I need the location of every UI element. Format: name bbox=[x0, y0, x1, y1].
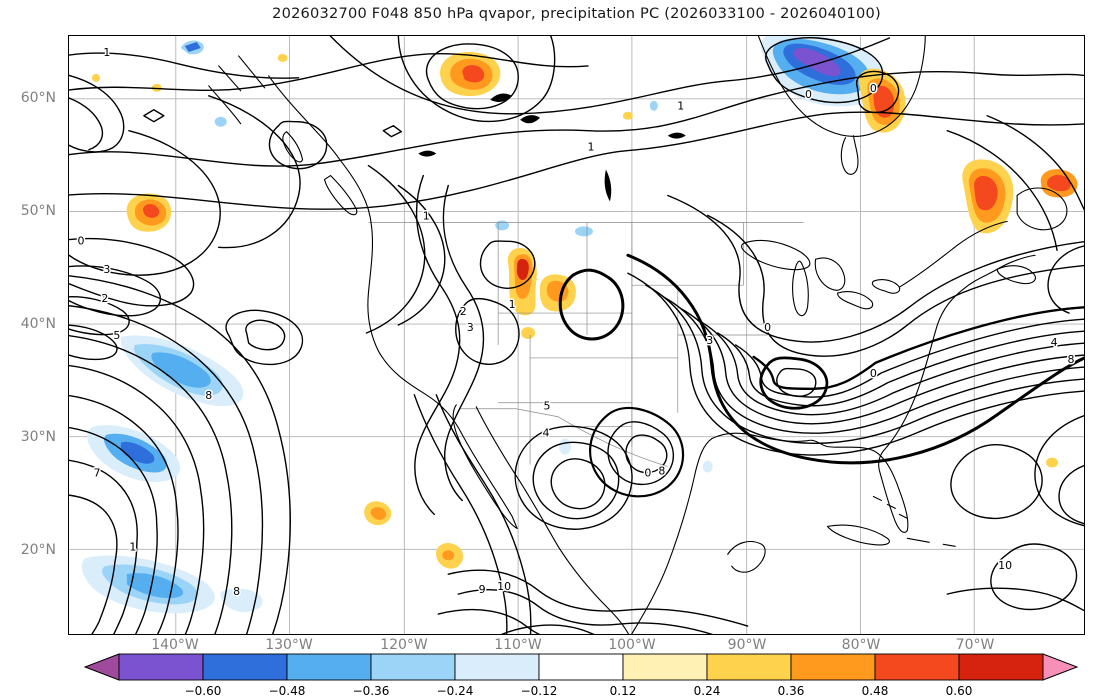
y-axis-tick-labels: 60°N 50°N 40°N 30°N 20°N bbox=[0, 35, 62, 635]
contour-label: 1 bbox=[423, 209, 430, 222]
contour-lines bbox=[69, 36, 1084, 634]
contour-label: 4 bbox=[543, 427, 550, 440]
contour-label: 0 bbox=[644, 467, 651, 480]
contour-label: 9 bbox=[479, 583, 486, 596]
colorbar-arrow bbox=[1042, 653, 1079, 681]
contour-label: 0 bbox=[870, 82, 877, 95]
contour-label: 0 bbox=[764, 321, 771, 334]
x-tick-label: 110°W bbox=[494, 637, 542, 653]
colorbar-segment bbox=[706, 653, 792, 681]
colorbar-arrow bbox=[83, 653, 120, 681]
contour-label: 8 bbox=[233, 585, 240, 598]
colorbar-segment bbox=[622, 653, 708, 681]
colorbar-tick-label: −0.48 bbox=[269, 684, 306, 698]
contour-label: 8 bbox=[205, 389, 212, 402]
colorbar-segment bbox=[118, 653, 204, 681]
state-borders bbox=[368, 222, 804, 467]
colorbar-tick-label: −0.24 bbox=[437, 684, 474, 698]
contour-label: 1 bbox=[587, 141, 594, 154]
x-tick-label: 100°W bbox=[608, 637, 656, 653]
y-tick-label: 40°N bbox=[20, 316, 56, 332]
contour-label: 1 bbox=[677, 100, 684, 113]
colorbar-segment bbox=[958, 653, 1044, 681]
colorbar-tick-label: −0.12 bbox=[521, 684, 558, 698]
x-tick-label: 70°W bbox=[955, 637, 995, 653]
colorbar-tick-label: 0.48 bbox=[862, 684, 889, 698]
lakes bbox=[418, 93, 686, 202]
contour-label: 2 bbox=[101, 292, 108, 305]
contour-label: 2 bbox=[460, 305, 467, 318]
coastlines bbox=[208, 36, 1068, 634]
contour-label: 10 bbox=[998, 559, 1012, 572]
x-axis-tick-labels: 140°W 130°W 120°W 110°W 100°W 90°W 80°W 70°W bbox=[68, 637, 1085, 655]
colorbar-segment bbox=[370, 653, 456, 681]
colorbar: −0.60 −0.48 −0.36 −0.24 −0.12 0.12 0.24 0.36 0.4… bbox=[83, 653, 1079, 698]
contour-label: 3 bbox=[706, 334, 713, 347]
contour-label: 0 bbox=[870, 367, 877, 380]
contour-label: 1 bbox=[509, 298, 516, 311]
contour-label: 5 bbox=[544, 400, 551, 413]
colorbar-tick-label: −0.36 bbox=[353, 684, 390, 698]
colorbar-tick-label: 0.60 bbox=[946, 684, 973, 698]
y-tick-label: 30°N bbox=[20, 429, 56, 445]
contour-label: 8 bbox=[1068, 353, 1075, 366]
colorbar-tick-label: 0.36 bbox=[778, 684, 805, 698]
contour-label: 5 bbox=[113, 329, 120, 342]
contour-label: 0 bbox=[77, 234, 84, 247]
colorbar-segment bbox=[874, 653, 960, 681]
contour-label: 3 bbox=[467, 321, 474, 334]
y-tick-label: 60°N bbox=[20, 90, 56, 106]
y-tick-label: 50°N bbox=[20, 203, 56, 219]
contour-label: 10 bbox=[497, 580, 511, 593]
contour-label: 7 bbox=[93, 467, 100, 480]
map-plot-area: 1 0 3 2 5 8 7 1 8 1 2 3 1 5 4 1 1 0 0 9 10 8 0 0 3 0 4 8 10 bbox=[68, 35, 1085, 635]
colorbar-segment bbox=[790, 653, 876, 681]
y-tick-label: 20°N bbox=[20, 542, 56, 558]
contour-label: 1 bbox=[129, 540, 136, 553]
contour-label: 0 bbox=[805, 88, 812, 101]
x-tick-label: 120°W bbox=[380, 637, 428, 653]
x-tick-label: 130°W bbox=[265, 637, 313, 653]
contour-label: 4 bbox=[1051, 336, 1058, 349]
colorbar-segment bbox=[286, 653, 372, 681]
contour-label: 8 bbox=[658, 465, 665, 478]
x-tick-label: 90°W bbox=[727, 637, 767, 653]
colorbar-tick-label: 0.24 bbox=[694, 684, 721, 698]
contour-label: 3 bbox=[103, 263, 110, 276]
x-tick-label: 140°W bbox=[151, 637, 199, 653]
contour-label: 1 bbox=[103, 46, 110, 59]
figure-title: 2026032700 F048 850 hPa qvapor, precipit… bbox=[272, 5, 881, 22]
shaded-anomaly-fills bbox=[81, 36, 1078, 614]
colorbar-segment bbox=[454, 653, 540, 681]
colorbar-segment bbox=[538, 653, 624, 681]
x-tick-label: 80°W bbox=[841, 637, 881, 653]
colorbar-tick-label: 0.12 bbox=[610, 684, 637, 698]
colorbar-tick-label: −0.60 bbox=[185, 684, 222, 698]
colorbar-segment bbox=[202, 653, 288, 681]
